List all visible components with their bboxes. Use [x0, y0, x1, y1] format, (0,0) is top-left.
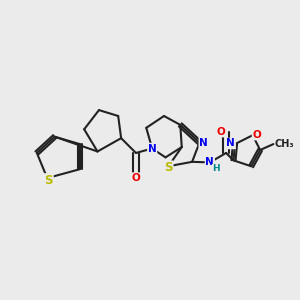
Text: O: O — [131, 173, 140, 183]
Text: N: N — [199, 138, 208, 148]
Text: N: N — [206, 158, 214, 167]
Text: N: N — [226, 139, 235, 148]
Text: N: N — [148, 143, 157, 154]
Text: S: S — [44, 174, 53, 187]
Text: O: O — [253, 130, 261, 140]
Text: H: H — [212, 164, 220, 173]
Text: CH₃: CH₃ — [275, 139, 295, 149]
Text: S: S — [164, 161, 173, 174]
Text: O: O — [216, 127, 225, 137]
